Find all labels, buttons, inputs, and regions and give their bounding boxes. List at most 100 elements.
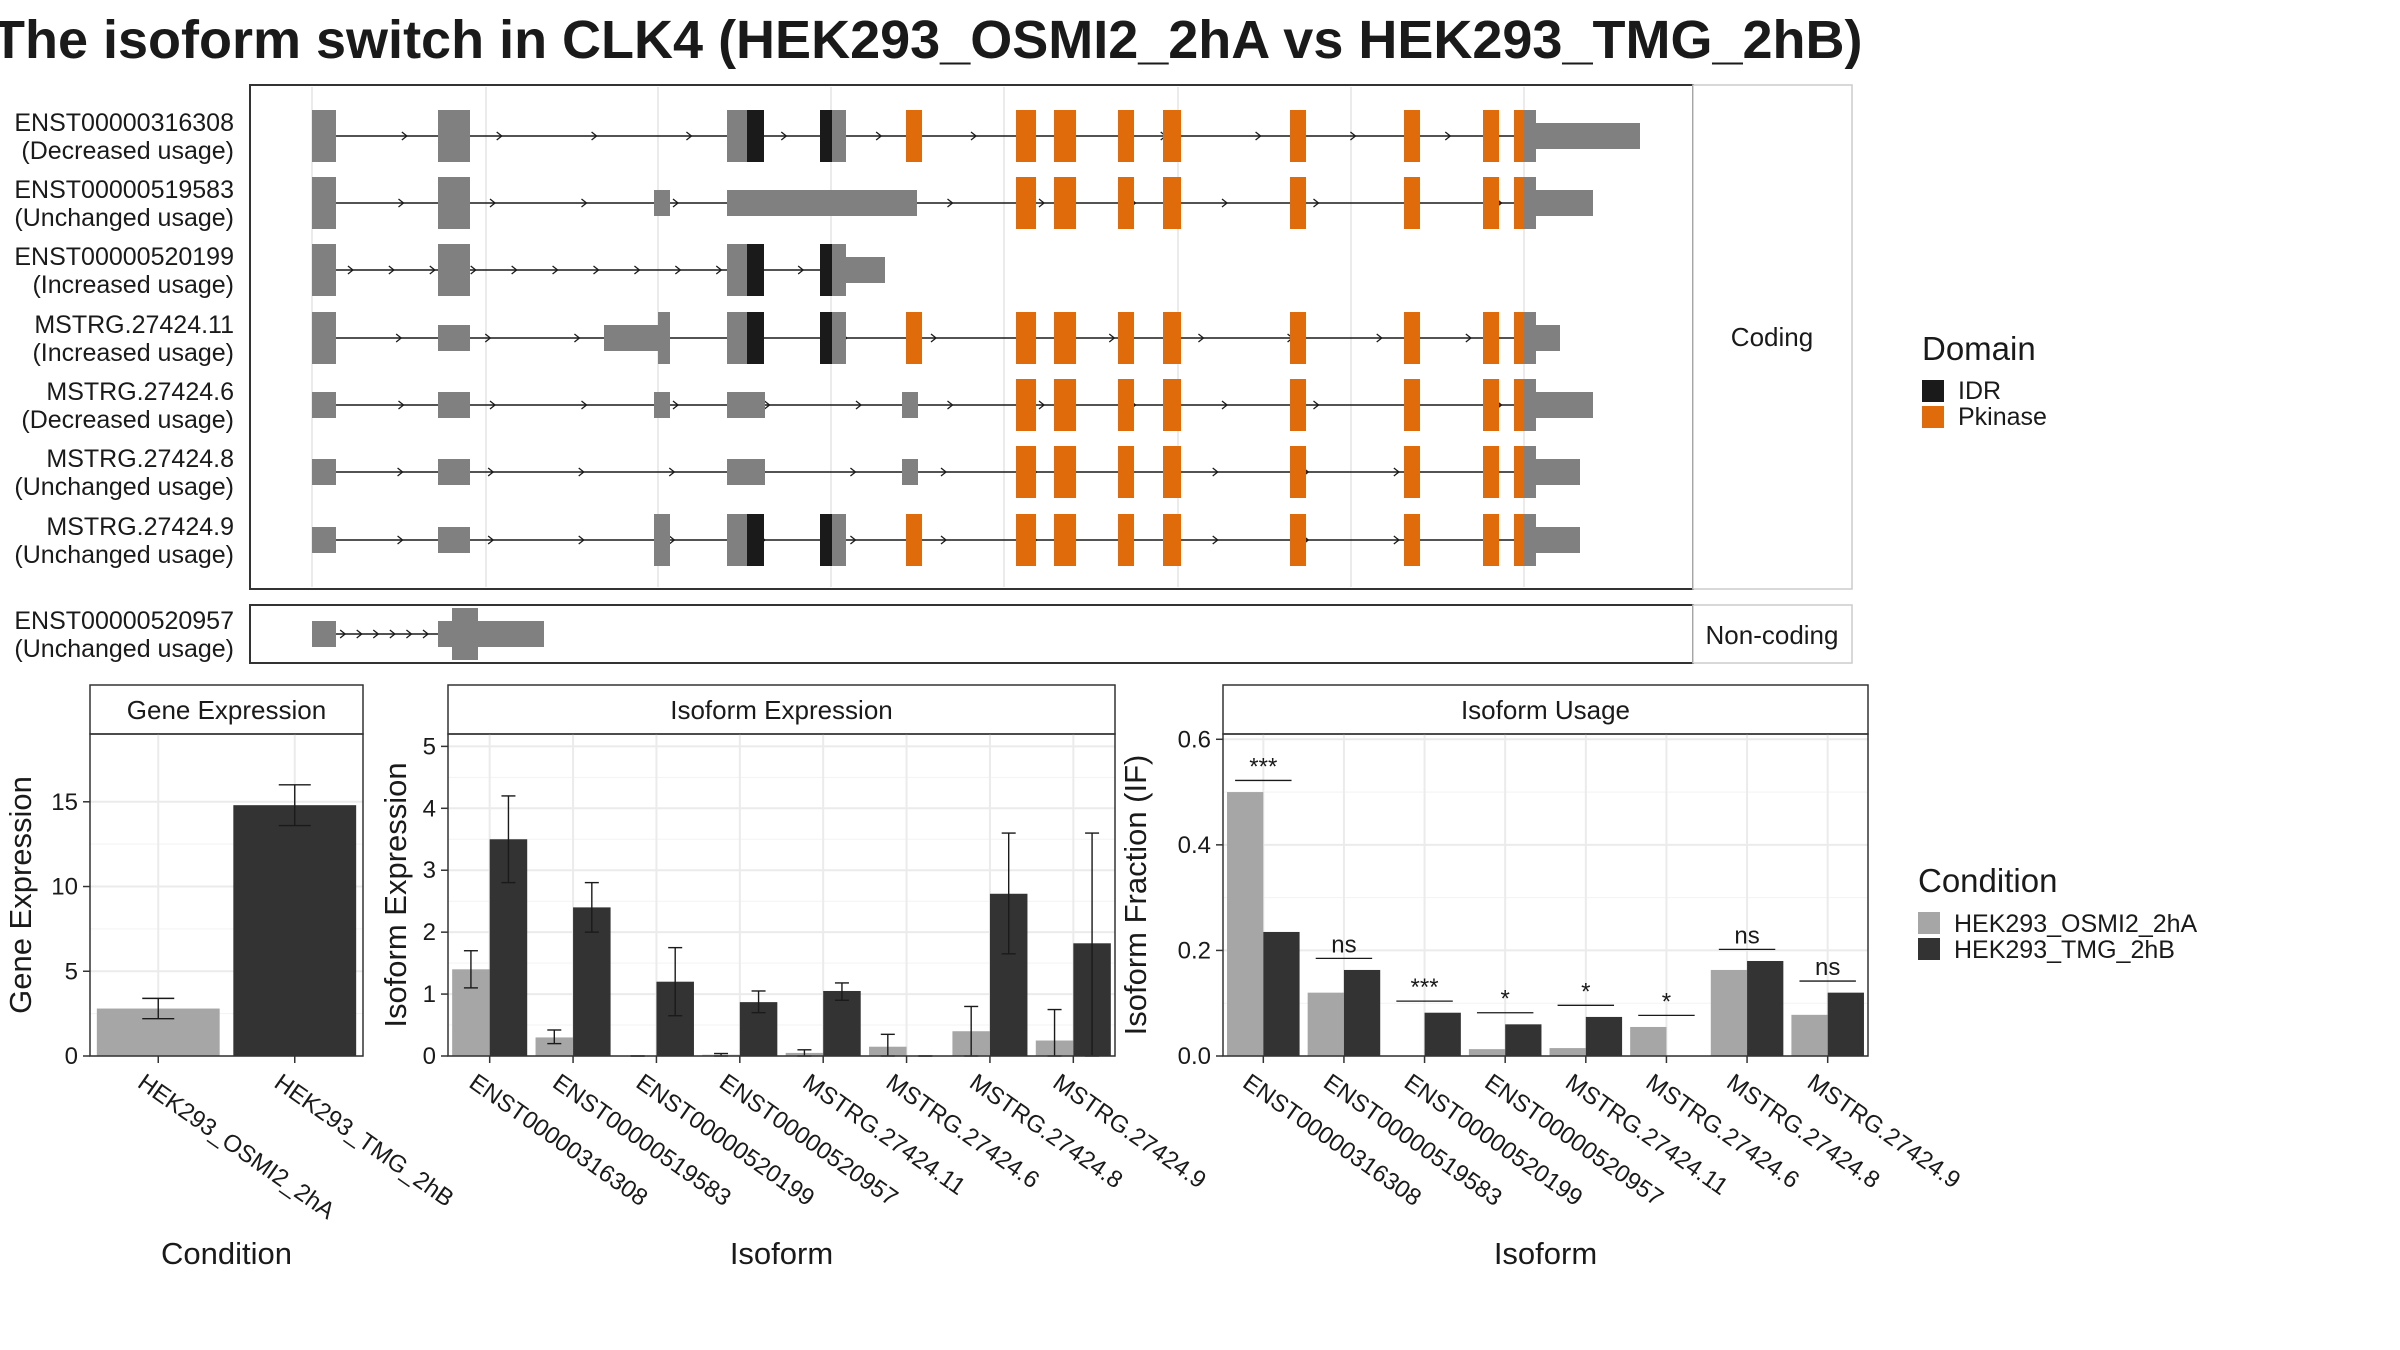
isoform-usage-bar — [1827, 992, 1864, 1056]
coding-exon-block — [438, 459, 470, 485]
coding-transcript-usage-4: (Decreased usage) — [21, 406, 234, 434]
coding-idr-domain-block — [820, 514, 832, 566]
coding-idr-domain-block — [820, 312, 832, 364]
coding-exon-block — [902, 459, 918, 485]
coding-strand-arrow — [429, 265, 436, 275]
isoform-usage-y-tick-label: 0.0 — [1178, 1043, 1211, 1070]
coding-strand-arrow — [388, 265, 395, 275]
coding-pkinase-domain-block — [1483, 514, 1499, 566]
gene-y-tick-label: 10 — [51, 874, 78, 901]
isoform-expression-y-tick-label: 1 — [423, 981, 436, 1008]
coding-exon-block — [312, 392, 336, 418]
coding-strand-arrow — [850, 467, 857, 477]
coding-exon-block — [1524, 177, 1536, 229]
coding-strand-arrow — [581, 198, 588, 208]
coding-pkinase-domain-block — [1163, 110, 1181, 162]
coding-pkinase-domain-block — [1163, 312, 1181, 364]
pkinase-legend-key — [1922, 406, 1944, 428]
coding-pkinase-domain-block — [1514, 514, 1524, 566]
isoform-usage-y-axis-title: Isoform Fraction (IF) — [1118, 755, 1153, 1036]
coding-strand-arrow — [947, 400, 954, 410]
coding-strand-arrow — [1444, 131, 1452, 141]
coding-strand-arrow — [780, 131, 788, 141]
coding-transcript-id-1: ENST00000519583 — [14, 176, 234, 204]
noncoding-strand-arrow — [389, 629, 396, 639]
coding-transcript-usage-3: (Increased usage) — [32, 339, 234, 367]
coding-exon-block — [1536, 325, 1560, 351]
coding-pkinase-domain-block — [1404, 110, 1420, 162]
coding-transcript-usage-2: (Increased usage) — [32, 271, 234, 299]
isoform-usage-y-tick-label: 0.2 — [1178, 937, 1211, 964]
coding-pkinase-domain-block — [1404, 446, 1420, 498]
coding-strand-arrow — [797, 265, 805, 275]
coding-exon-block — [438, 527, 470, 553]
coding-pkinase-domain-block — [906, 312, 922, 364]
gene-y-tick-label: 0 — [65, 1043, 78, 1070]
isoform-expression-y-tick-label: 4 — [423, 795, 436, 822]
coding-strand-arrow — [930, 333, 938, 343]
coding-row-3 — [312, 312, 1560, 364]
noncoding-strand-arrow — [372, 629, 380, 639]
coding-strand-arrow — [397, 535, 404, 545]
transcript-structure-noncoding-panel: Non-coding ENST00000520957(Unchanged usa… — [14, 604, 1853, 664]
coding-exon-block — [727, 190, 917, 216]
coding-strand-arrow — [970, 131, 978, 141]
coding-pkinase-domain-block — [1404, 514, 1420, 566]
noncoding-row-0 — [312, 608, 544, 660]
coding-pkinase-domain-block — [1404, 177, 1420, 229]
coding-pkinase-domain-block — [1054, 446, 1076, 498]
coding-strand-arrow — [487, 467, 495, 477]
isoform-expression-y-axis-title: Isoform Expression — [378, 762, 413, 1027]
coding-strand-arrow — [591, 131, 598, 141]
coding-pkinase-domain-block — [1404, 379, 1420, 431]
coding-pkinase-domain-block — [1290, 312, 1306, 364]
isoform-usage-bar — [1549, 1048, 1586, 1056]
isoform-expression-y-tick-label: 5 — [423, 733, 436, 760]
isoform-usage-bar — [1424, 1012, 1461, 1056]
coding-exon-block — [438, 110, 470, 162]
noncoding-strand-arrow — [356, 629, 363, 639]
coding-strand-arrow — [855, 400, 863, 410]
noncoding-strand-arrow — [406, 629, 413, 639]
coding-exon-block — [312, 110, 336, 162]
coding-pkinase-domain-block — [1514, 379, 1524, 431]
coding-pkinase-domain-block — [1290, 379, 1306, 431]
coding-row-1 — [312, 177, 1593, 229]
isoform-usage-plot-border — [1222, 733, 1869, 1057]
coding-idr-domain-block — [747, 244, 764, 296]
coding-pkinase-domain-block — [1514, 110, 1524, 162]
coding-exon-block — [727, 110, 747, 162]
coding-exon-block — [1524, 514, 1536, 566]
coding-exon-block — [658, 312, 670, 364]
isoform-usage-bar — [1343, 969, 1381, 1056]
coding-panel-border — [249, 84, 1694, 590]
coding-strand-arrow — [672, 198, 680, 208]
isoform-expression-panel-title: Isoform Expression — [670, 695, 893, 725]
gene-y-tick-label: 5 — [65, 958, 78, 985]
coding-pkinase-domain-block — [1290, 177, 1306, 229]
coding-exon-block — [832, 110, 846, 162]
isoform-usage-strip-box — [1222, 684, 1869, 735]
isoform-expression-plot-border — [447, 733, 1116, 1057]
coding-exon-block — [1536, 123, 1640, 149]
isoform-usage-significance-label: * — [1501, 986, 1510, 1013]
coding-strand-arrow — [574, 333, 581, 343]
coding-exon-block — [846, 257, 885, 283]
noncoding-strand-arrow — [339, 629, 347, 639]
coding-exon-block — [654, 392, 670, 418]
coding-row-2 — [312, 244, 885, 296]
gene-y-tick-label: 15 — [51, 789, 78, 816]
coding-pkinase-domain-block — [1054, 514, 1076, 566]
condition-legend: Condition HEK293_OSMI2_2hA HEK293_TMG_2h… — [1918, 862, 2198, 964]
isoform-expression-strip-box — [447, 684, 1116, 735]
isoform-usage-bar — [1585, 1016, 1623, 1056]
gene-x-axis-title: Condition — [161, 1236, 292, 1271]
coding-exon-block — [1536, 190, 1593, 216]
coding-strand-arrow — [578, 467, 585, 477]
coding-pkinase-domain-block — [1118, 312, 1134, 364]
coding-exon-block — [312, 527, 336, 553]
coding-strand-arrow — [397, 467, 404, 477]
coding-strand-arrow — [1393, 535, 1400, 545]
gene-strip-box — [89, 684, 364, 735]
coding-row-4 — [312, 379, 1593, 431]
